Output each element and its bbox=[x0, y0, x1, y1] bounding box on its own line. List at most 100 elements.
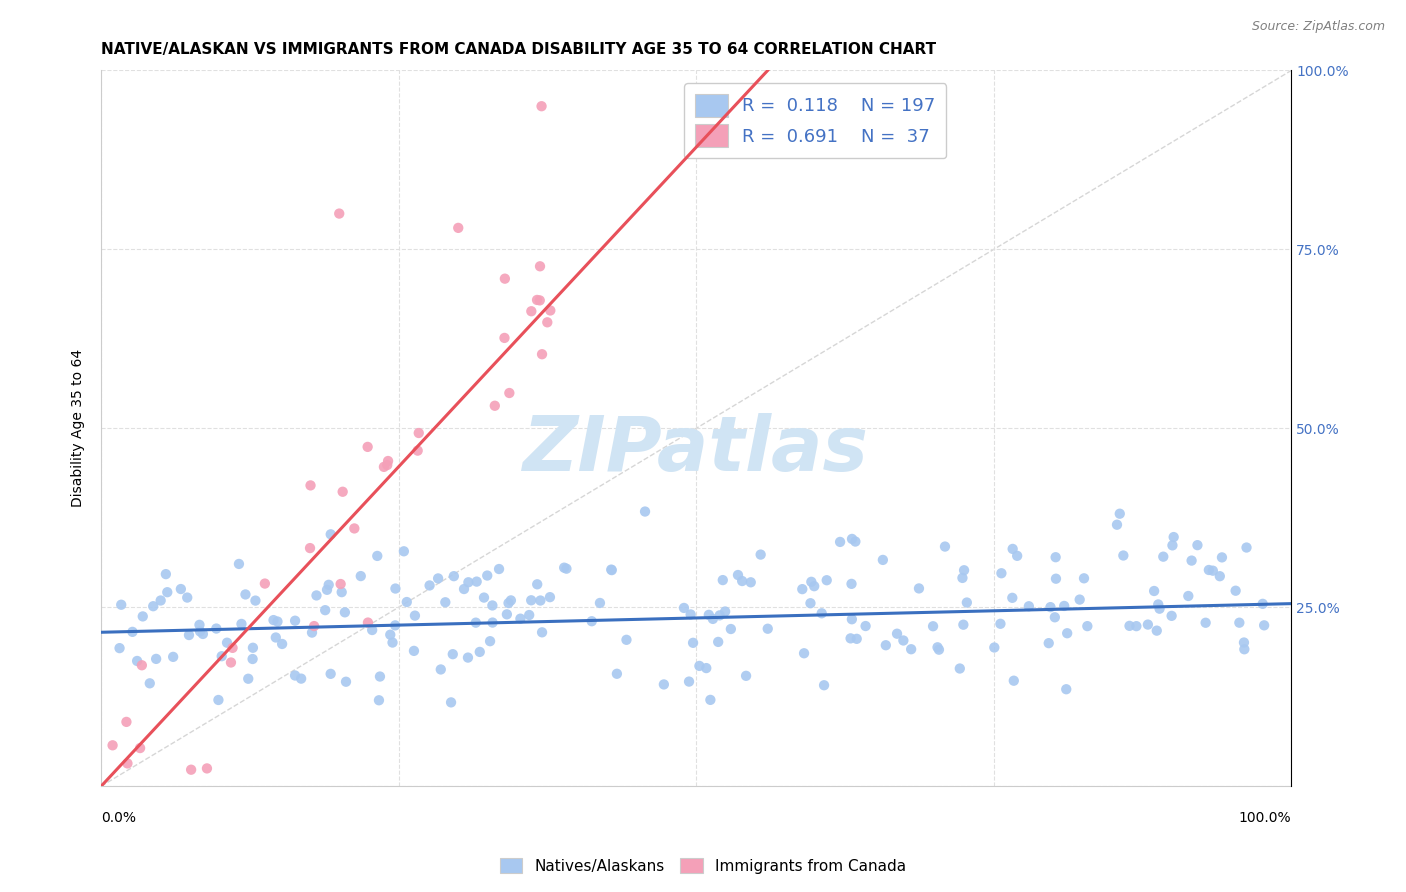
Point bbox=[472, 591, 495, 605]
Point bbox=[305, 589, 328, 603]
Point bbox=[419, 578, 441, 592]
Point bbox=[531, 347, 554, 361]
Point bbox=[697, 607, 720, 622]
Point bbox=[156, 585, 179, 599]
Point bbox=[377, 454, 399, 468]
Point bbox=[408, 425, 430, 440]
Point bbox=[302, 619, 325, 633]
Point bbox=[361, 623, 384, 637]
Point bbox=[494, 331, 516, 345]
Point bbox=[231, 616, 253, 631]
Text: Source: ZipAtlas.com: Source: ZipAtlas.com bbox=[1251, 20, 1385, 33]
Point bbox=[875, 638, 897, 652]
Point bbox=[581, 614, 603, 628]
Point bbox=[299, 478, 322, 492]
Point bbox=[429, 663, 451, 677]
Point bbox=[343, 521, 366, 535]
Point bbox=[211, 649, 233, 664]
Point bbox=[1227, 615, 1250, 630]
Point bbox=[679, 607, 702, 622]
Point bbox=[927, 640, 949, 655]
Point bbox=[815, 573, 838, 587]
Point bbox=[1045, 550, 1067, 565]
Point bbox=[453, 582, 475, 596]
Point bbox=[983, 640, 1005, 655]
Point bbox=[180, 763, 202, 777]
Point bbox=[1043, 610, 1066, 624]
Point bbox=[538, 303, 561, 318]
Point bbox=[893, 633, 915, 648]
Point bbox=[952, 617, 974, 632]
Point bbox=[952, 571, 974, 585]
Text: ZIPatlas: ZIPatlas bbox=[523, 413, 869, 487]
Point bbox=[1005, 549, 1028, 563]
Point bbox=[117, 756, 139, 771]
Point bbox=[634, 504, 657, 518]
Point bbox=[384, 618, 406, 632]
Point bbox=[520, 304, 543, 318]
Point bbox=[589, 596, 612, 610]
Point bbox=[1118, 619, 1140, 633]
Point bbox=[121, 624, 143, 639]
Point bbox=[845, 632, 868, 646]
Point bbox=[841, 612, 863, 626]
Point bbox=[332, 484, 354, 499]
Point bbox=[316, 582, 339, 597]
Point bbox=[162, 649, 184, 664]
Point bbox=[709, 608, 731, 623]
Point bbox=[375, 458, 398, 472]
Point bbox=[205, 622, 228, 636]
Point bbox=[735, 669, 758, 683]
Point bbox=[441, 647, 464, 661]
Point bbox=[1105, 517, 1128, 532]
Point bbox=[188, 624, 211, 639]
Point bbox=[434, 595, 457, 609]
Point bbox=[793, 646, 815, 660]
Point bbox=[481, 599, 503, 613]
Point bbox=[207, 693, 229, 707]
Point bbox=[235, 587, 257, 601]
Point bbox=[465, 574, 488, 589]
Point bbox=[228, 557, 250, 571]
Point bbox=[457, 575, 479, 590]
Point bbox=[1233, 635, 1256, 649]
Point bbox=[841, 532, 863, 546]
Point bbox=[1177, 589, 1199, 603]
Point bbox=[1125, 619, 1147, 633]
Point bbox=[509, 612, 531, 626]
Point bbox=[1001, 591, 1024, 605]
Point bbox=[526, 577, 548, 591]
Point bbox=[215, 636, 238, 650]
Point bbox=[990, 566, 1012, 581]
Point bbox=[536, 315, 558, 329]
Point bbox=[749, 548, 772, 562]
Point bbox=[191, 627, 214, 641]
Point bbox=[1112, 549, 1135, 563]
Point bbox=[1073, 571, 1095, 585]
Point bbox=[803, 579, 825, 593]
Point bbox=[1018, 599, 1040, 614]
Point bbox=[381, 635, 404, 649]
Point bbox=[176, 591, 198, 605]
Point bbox=[110, 598, 132, 612]
Point bbox=[652, 677, 675, 691]
Point bbox=[494, 271, 516, 285]
Point bbox=[1251, 597, 1274, 611]
Point bbox=[810, 607, 832, 621]
Point bbox=[219, 656, 242, 670]
Point bbox=[129, 741, 152, 756]
Point bbox=[368, 669, 391, 683]
Point bbox=[330, 585, 353, 599]
Point bbox=[727, 568, 749, 582]
Point bbox=[464, 615, 486, 630]
Point bbox=[949, 661, 972, 675]
Text: 0.0%: 0.0% bbox=[101, 811, 136, 825]
Point bbox=[1054, 682, 1077, 697]
Point bbox=[1152, 549, 1174, 564]
Point bbox=[457, 650, 479, 665]
Point bbox=[872, 553, 894, 567]
Point bbox=[1198, 563, 1220, 577]
Point bbox=[678, 674, 700, 689]
Point bbox=[498, 386, 520, 401]
Point bbox=[800, 574, 823, 589]
